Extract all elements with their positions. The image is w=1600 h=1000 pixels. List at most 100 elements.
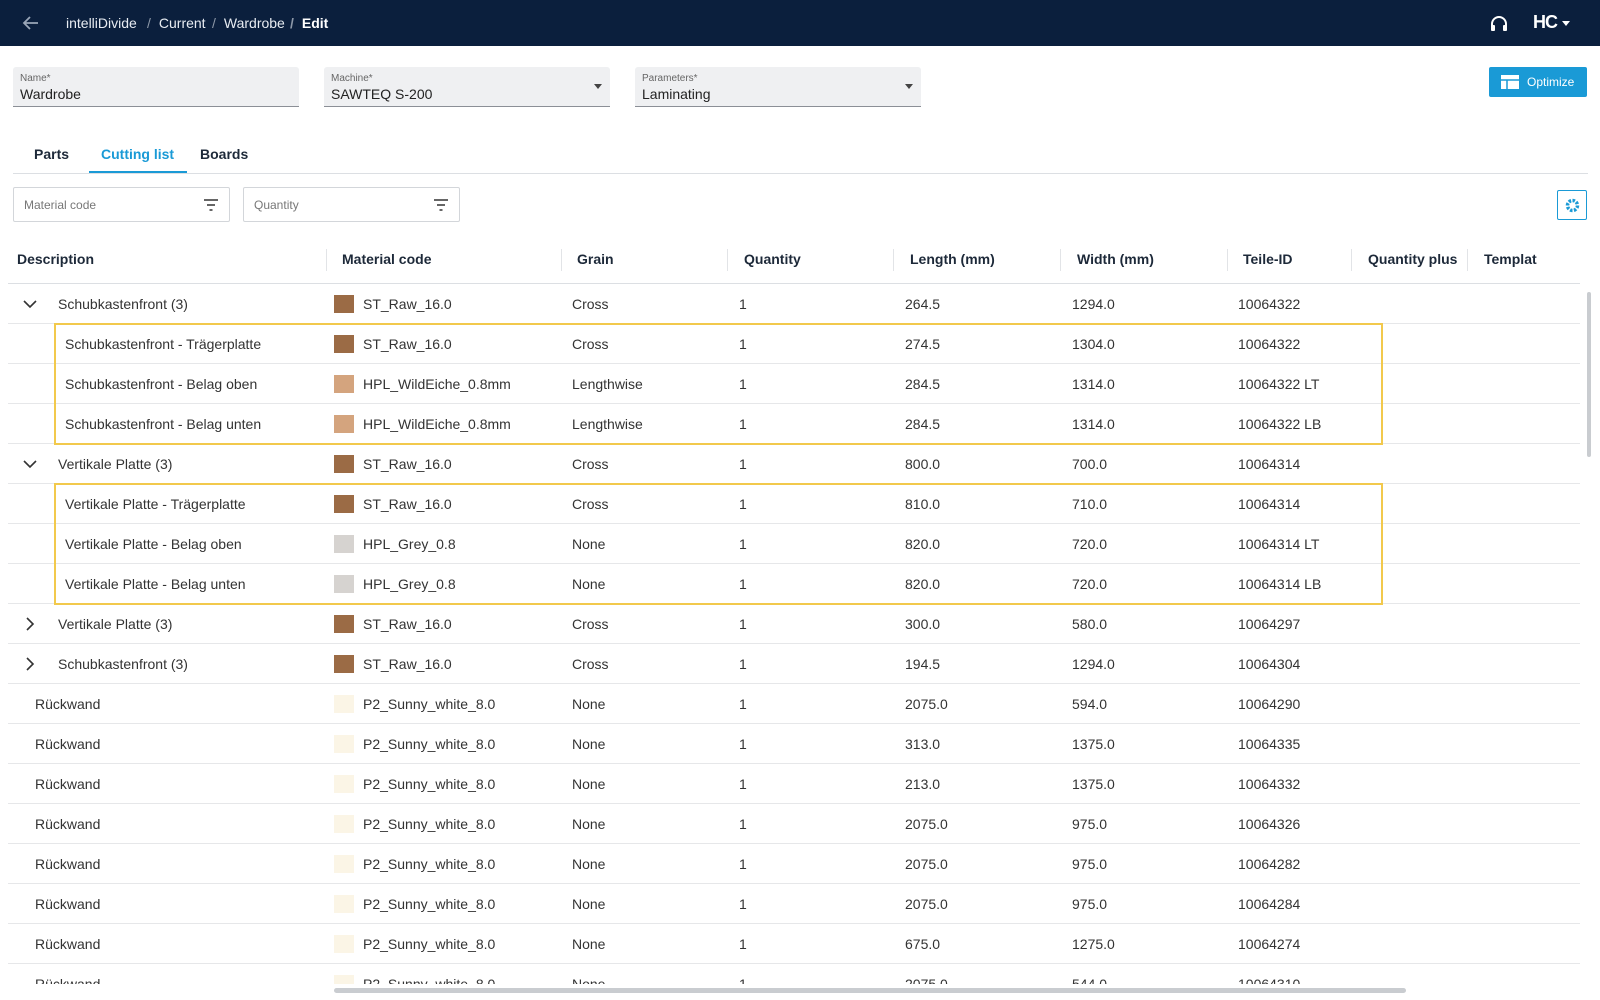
breadcrumb[interactable]: Wardrobe [212, 15, 285, 31]
back-button[interactable] [22, 15, 40, 31]
table-row[interactable]: RückwandP2_Sunny_white_8.0None12075.0975… [8, 804, 1580, 844]
filter-input[interactable]: Material code [13, 187, 230, 222]
cell-text: 284.5 [905, 376, 940, 392]
cell-text: None [572, 856, 605, 872]
description: Vertikale Platte - Belag unten [65, 576, 246, 592]
expand-toggle[interactable] [22, 456, 38, 472]
field-label: Machine* [331, 73, 373, 84]
breadcrumb[interactable]: intelliDivide [66, 15, 137, 31]
column-separator [727, 249, 728, 271]
column-header[interactable]: Teile-ID [1243, 251, 1293, 267]
cell-text: Cross [572, 456, 609, 472]
description: Rückwand [35, 936, 100, 952]
cell-text: 10064284 [1238, 896, 1300, 912]
cell-text: 1 [739, 536, 747, 552]
table-row[interactable]: RückwandP2_Sunny_white_8.0None12075.0594… [8, 684, 1580, 724]
breadcrumb[interactable]: Current [147, 15, 206, 31]
material-swatch [334, 855, 354, 873]
cell-text: 544.0 [1072, 976, 1107, 984]
cell-text: 1 [739, 816, 747, 832]
column-separator [561, 249, 562, 271]
table-row[interactable]: RückwandP2_Sunny_white_8.0None1313.01375… [8, 724, 1580, 764]
cell-text: 10064314 [1238, 456, 1300, 472]
cell-text: 975.0 [1072, 816, 1107, 832]
tab[interactable]: Cutting list [101, 146, 174, 162]
cell-text: ST_Raw_16.0 [363, 336, 452, 352]
child-row[interactable]: Vertikale Platte - Belag obenHPL_Grey_0.… [8, 524, 1580, 564]
column-header[interactable]: Width (mm) [1077, 251, 1154, 267]
support-icon[interactable] [1489, 14, 1509, 34]
cell-text: 10064304 [1238, 656, 1300, 672]
column-header[interactable]: Grain [577, 251, 614, 267]
cell-text: 1 [739, 296, 747, 312]
child-row[interactable]: Schubkastenfront - Belag untenHPL_WildEi… [8, 404, 1580, 444]
cell-text: 1 [739, 336, 747, 352]
table-row[interactable]: Vertikale Platte (3)ST_Raw_16.0Cross1300… [8, 604, 1580, 644]
filter-input[interactable]: Quantity [243, 187, 460, 222]
column-separator [1467, 249, 1468, 271]
settings-button[interactable] [1557, 190, 1587, 220]
cell-text: None [572, 936, 605, 952]
expand-toggle[interactable] [22, 616, 38, 632]
column-header[interactable]: Description [17, 251, 94, 267]
cell-text: 1 [739, 856, 747, 872]
table-row[interactable]: Schubkastenfront (3)ST_Raw_16.0Cross1194… [8, 644, 1580, 684]
child-row[interactable]: Schubkastenfront - TrägerplatteST_Raw_16… [8, 324, 1580, 364]
expand-toggle[interactable] [22, 296, 38, 312]
cell-text: 975.0 [1072, 856, 1107, 872]
cell-text: 10064326 [1238, 816, 1300, 832]
column-separator [326, 249, 327, 271]
machine-select[interactable]: Machine* SAWTEQ S-200 [324, 67, 610, 107]
column-header[interactable]: Templat [1484, 251, 1537, 267]
cell-text: 10064322 LB [1238, 416, 1321, 432]
child-row[interactable]: Vertikale Platte - Belag untenHPL_Grey_0… [8, 564, 1580, 604]
material-swatch [334, 295, 354, 313]
column-separator [1351, 249, 1352, 271]
menu-caret[interactable] [1561, 19, 1571, 27]
parameters-select[interactable]: Parameters*Laminating [635, 67, 921, 107]
table-row[interactable]: Vertikale Platte (3)ST_Raw_16.0Cross1800… [8, 444, 1580, 484]
cell-text: Cross [572, 496, 609, 512]
cell-text: 720.0 [1072, 536, 1107, 552]
cell-text: 2075.0 [905, 856, 948, 872]
cell-text: ST_Raw_16.0 [363, 456, 452, 472]
child-row[interactable]: Schubkastenfront - Belag obenHPL_WildEic… [8, 364, 1580, 404]
cell-text: None [572, 536, 605, 552]
expand-toggle[interactable] [22, 656, 38, 672]
table-row[interactable]: Schubkastenfront (3)ST_Raw_16.0Cross1264… [8, 284, 1580, 324]
child-row[interactable]: Vertikale Platte - TrägerplatteST_Raw_16… [8, 484, 1580, 524]
horizontal-scrollbar[interactable] [334, 988, 1406, 993]
cell-text: 800.0 [905, 456, 940, 472]
description: Schubkastenfront (3) [58, 296, 188, 312]
vertical-scrollbar[interactable] [1587, 292, 1591, 457]
cell-text: 1294.0 [1072, 296, 1115, 312]
table-row[interactable]: RückwandP2_Sunny_white_8.0None1213.01375… [8, 764, 1580, 804]
cell-text: None [572, 976, 605, 984]
cell-text: 594.0 [1072, 696, 1107, 712]
description: Rückwand [35, 776, 100, 792]
description: Vertikale Platte - Trägerplatte [65, 496, 246, 512]
cell-text: P2_Sunny_white_8.0 [363, 976, 495, 984]
table-row[interactable]: RückwandP2_Sunny_white_8.0None12075.0544… [8, 964, 1580, 984]
column-header[interactable]: Quantity [744, 251, 801, 267]
name-field[interactable]: Name*Wardrobe [13, 67, 299, 107]
cell-text: 1 [739, 376, 747, 392]
table-row[interactable]: RückwandP2_Sunny_white_8.0None12075.0975… [8, 884, 1580, 924]
table-row[interactable]: RückwandP2_Sunny_white_8.0None12075.0975… [8, 844, 1580, 884]
logo[interactable]: HC [1533, 12, 1557, 33]
tab[interactable]: Boards [200, 146, 248, 162]
table-row[interactable]: RückwandP2_Sunny_white_8.0None1675.01275… [8, 924, 1580, 964]
field-value: SAWTEQ S-200 [331, 86, 432, 102]
field-value: Laminating [642, 86, 711, 102]
cell-text: 1 [739, 696, 747, 712]
cell-text: 1 [739, 616, 747, 632]
placeholder: Material code [24, 198, 96, 212]
optimize-button[interactable]: Optimize [1489, 67, 1587, 97]
cell-text: 1 [739, 416, 747, 432]
column-header[interactable]: Length (mm) [910, 251, 995, 267]
tab[interactable]: Parts [34, 146, 69, 162]
cell-text: 820.0 [905, 536, 940, 552]
column-header[interactable]: Material code [342, 251, 431, 267]
column-header[interactable]: Quantity plus [1368, 251, 1457, 267]
